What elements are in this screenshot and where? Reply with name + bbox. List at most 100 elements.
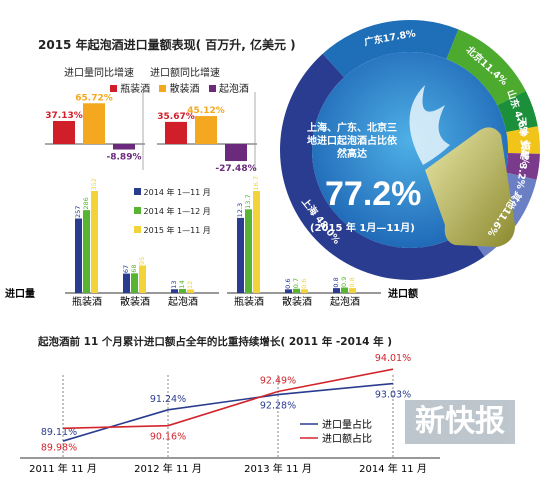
import-bar [349, 288, 356, 293]
x-tick-label: 2013 年 11 月 [244, 462, 312, 475]
legend-label: 进口额占比 [322, 432, 372, 445]
import-bar-value: 16.7 [252, 176, 260, 190]
point-label: 94.01% [375, 353, 411, 364]
line-chart-title: 起泡酒前 11 个月累计进口额占全年的比重持续增长( 2011 年 -2014 … [38, 336, 393, 348]
growth-bar [195, 116, 217, 144]
city-share-pie: 上海 48.0%广东17.8%北京11.4%山东 4.6%天津 3.4%福建 3… [279, 20, 540, 281]
point-label: 90.16% [150, 432, 186, 443]
category-label: 瓶装酒 [234, 295, 264, 308]
legend-bottled: 瓶装酒 [120, 84, 151, 95]
period-swatch-1 [134, 188, 141, 195]
page-title: 2015 年起泡酒进口量额表现( 百万升, 亿美元 ) [38, 38, 296, 52]
legend-period-2: 2014 年 1—12 月 [143, 207, 211, 216]
import-bar [139, 265, 146, 293]
bulk-swatch [159, 85, 167, 92]
watermark: 新快报 [405, 400, 515, 444]
period-swatch-2 [134, 207, 141, 214]
pie-slice [506, 126, 540, 154]
import-bar-value: 0.9 [340, 277, 348, 287]
x-tick-label: 2012 年 11 月 [134, 462, 202, 475]
import-bar [253, 191, 260, 293]
import-bar [293, 288, 300, 293]
period-swatch-3 [134, 226, 141, 233]
import-bar [123, 273, 130, 293]
import-bar-value: 0.6 [300, 278, 308, 288]
category-label: 起泡酒 [168, 295, 198, 308]
x-tick-label: 2014 年 11 月 [359, 462, 427, 475]
series-line [62, 368, 394, 430]
point-label: 92.49% [260, 375, 296, 386]
pie-slice [505, 152, 540, 180]
growth-bar [53, 120, 75, 144]
import-bar-value: 0.8 [332, 277, 340, 287]
import-bar [75, 218, 82, 293]
import-bar-value: 352 [90, 178, 98, 190]
pie-main-text: 上海、广东、北京三地进口起泡酒占比依然高达 [307, 123, 397, 160]
category-label: 瓶装酒 [72, 295, 102, 308]
growth-charts: 37.13% 65.72% -8.89% 35.67%45.12% -27.48% [45, 92, 257, 172]
import-bar [237, 217, 244, 293]
import-bar-value: 95 [138, 257, 146, 265]
growth-bar [113, 144, 135, 150]
growth-value-label: -8.89% [107, 153, 142, 163]
splash-icon [409, 85, 450, 165]
import-bar-value: 13 [170, 280, 178, 288]
import-bar-value: 68 [130, 265, 138, 273]
import-bar [187, 289, 194, 293]
import-bar-value: 67 [122, 265, 130, 273]
type-legend: 瓶装酒 散装酒 起泡酒 [110, 80, 249, 95]
point-label: 93.03% [375, 390, 411, 401]
growth-bar [165, 121, 187, 144]
axis-label: 进口额 [388, 287, 418, 300]
pie-slice-label: 天津 3.4% [516, 117, 532, 167]
import-bar-value: 0.6 [284, 278, 292, 288]
legend-sparkling: 起泡酒 [218, 84, 249, 95]
series-line [62, 382, 394, 442]
share-line-chart: 2011 年 11 月 2012 年 11 月 2013 年 11 月 2014 年 … [20, 353, 440, 475]
import-bar [245, 209, 252, 293]
pie-slice [446, 29, 526, 106]
legend-period-1: 2014 年 1—11 月 [143, 188, 211, 197]
point-label: 92.28% [260, 401, 296, 412]
category-label: 起泡酒 [330, 295, 360, 308]
import-bar-value: 0.7 [292, 278, 300, 288]
bottled-swatch [110, 85, 117, 92]
import-bar-value: 0.8 [348, 277, 356, 287]
import-bar-value: 257 [74, 206, 82, 218]
import-bar [301, 289, 308, 293]
axis-label: 进口量 [5, 287, 35, 300]
point-label: 89.11% [41, 427, 77, 438]
import-bar-value: 12 [186, 281, 194, 289]
import-bar-value: 286 [82, 197, 90, 209]
import-bar [285, 289, 292, 293]
pie-percent: 77.2% [325, 175, 422, 213]
import-bar [91, 191, 98, 293]
import-bar [83, 210, 90, 293]
legend-bulk: 散装酒 [169, 84, 200, 95]
growth-bar [225, 144, 247, 162]
import-bar-value: 13.7 [244, 194, 252, 208]
growth-bar [83, 103, 105, 144]
import-bar [333, 288, 340, 293]
x-tick-label: 2011 年 11 月 [29, 462, 97, 475]
point-label: 91.24% [150, 394, 186, 405]
category-label: 散装酒 [120, 295, 150, 308]
point-label: 89.98% [41, 442, 77, 453]
growth-value-label: 37.13% [45, 111, 83, 121]
growth-volume-label: 进口量同比增速 [64, 68, 134, 79]
period-legend: 2014 年 1—11 月 2014 年 1—12 月 2015 年 1—11 … [134, 183, 211, 240]
sparkling-swatch [208, 85, 216, 92]
category-label: 散装酒 [282, 295, 312, 308]
growth-value-label: -27.48% [215, 164, 256, 172]
growth-value-label: 进口额同比增速 [150, 68, 220, 79]
import-bar [341, 287, 348, 293]
growth-value-label: 65.72% [75, 93, 113, 103]
import-bar-value: 12.3 [236, 203, 244, 217]
import-bar [179, 288, 186, 293]
pie-period: (2015 年 1月—11月) [310, 223, 415, 234]
legend-period-3: 2015 年 1—11 月 [143, 226, 211, 235]
pie-slice [497, 90, 538, 133]
legend-label: 进口量占比 [322, 418, 372, 431]
growth-value-label: 35.67% [157, 112, 195, 122]
